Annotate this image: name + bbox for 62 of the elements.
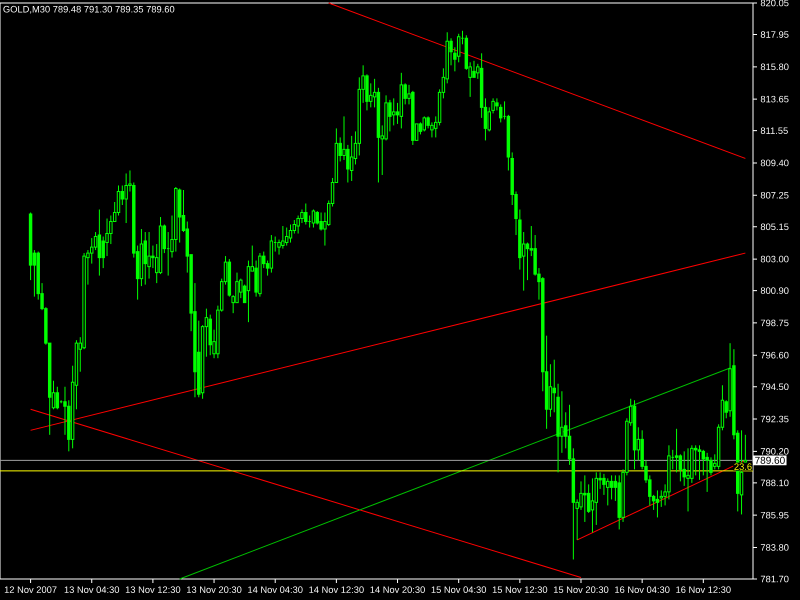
y-tick-label: 800.90 — [760, 287, 789, 294]
candlestick — [105, 218, 109, 257]
y-tick-label: 794.50 — [760, 383, 789, 390]
y-tick-label: 783.80 — [760, 544, 789, 551]
x-tick-label: 14 Nov 20:30 — [370, 586, 425, 593]
candlestick — [602, 473, 606, 496]
candlestick — [98, 209, 102, 276]
candlestick — [606, 478, 610, 506]
y-tick-label: 790.20 — [760, 448, 789, 455]
x-tick-label: 15 Nov 20:30 — [554, 586, 608, 593]
y-tick-label: 813.65 — [760, 96, 789, 102]
candlestick — [124, 172, 128, 224]
y-tick-label: 817.95 — [760, 31, 789, 38]
candlestick — [288, 224, 292, 244]
candlestick — [312, 209, 316, 228]
ref-line-label: 789.60 — [755, 456, 785, 464]
y-tick-label: 788.10 — [760, 480, 789, 486]
candlestick — [350, 135, 354, 182]
candlestick — [694, 444, 698, 476]
candlestick — [674, 428, 678, 473]
annotation: 23.6 — [734, 463, 752, 470]
y-tick-label: 796.60 — [760, 352, 789, 358]
candlestick — [548, 364, 552, 418]
y-tick-label: 798.75 — [760, 320, 789, 326]
candlestick — [526, 242, 530, 281]
x-tick-label: 13 Nov 20:30 — [187, 586, 242, 593]
x-tick-label: 16 Nov 12:30 — [676, 586, 731, 593]
candlestick — [392, 98, 396, 126]
y-tick-label: 807.25 — [760, 192, 789, 199]
candlestick — [472, 60, 476, 78]
y-tick-label: 809.40 — [760, 160, 789, 166]
candlestick — [422, 116, 426, 132]
candlestick — [610, 474, 614, 500]
x-tick-label: 14 Nov 12:30 — [309, 586, 364, 593]
y-tick-label: 803.00 — [760, 256, 789, 262]
x-tick-label: 16 Nov 04:30 — [615, 586, 670, 593]
x-tick-label: 14 Nov 04:30 — [248, 586, 303, 593]
candlestick — [656, 490, 660, 518]
y-tick-label: 811.55 — [760, 127, 788, 134]
candlestick — [590, 478, 594, 533]
y-tick-label: 785.95 — [760, 512, 789, 518]
x-tick-label: 15 Nov 12:30 — [492, 586, 548, 593]
y-tick-label: 792.35 — [760, 416, 789, 422]
candlestick — [319, 212, 323, 232]
candlestick — [144, 232, 147, 286]
x-tick-label: 13 Nov 04:30 — [64, 586, 120, 593]
candlestick — [284, 227, 288, 246]
candlestick — [583, 474, 587, 522]
x-tick-label: 15 Nov 04:30 — [432, 586, 486, 593]
y-tick-label: 820.05 — [760, 0, 789, 6]
x-tick-label: 12 Nov 2007 — [4, 586, 57, 593]
candlestick — [304, 203, 308, 226]
candlestick — [56, 386, 60, 410]
candlestick — [705, 452, 709, 492]
candlestick — [686, 448, 690, 512]
y-tick-label: 805.15 — [760, 223, 789, 230]
candlestick — [560, 390, 564, 454]
y-tick-label: 781.70 — [760, 576, 789, 582]
candlestick — [698, 444, 702, 480]
y-tick-label: 815.80 — [760, 64, 789, 70]
chart-title: GOLD,M30 789.48 791.30 789.35 789.60 — [3, 6, 174, 14]
x-tick-label: 13 Nov 12:30 — [126, 586, 180, 593]
